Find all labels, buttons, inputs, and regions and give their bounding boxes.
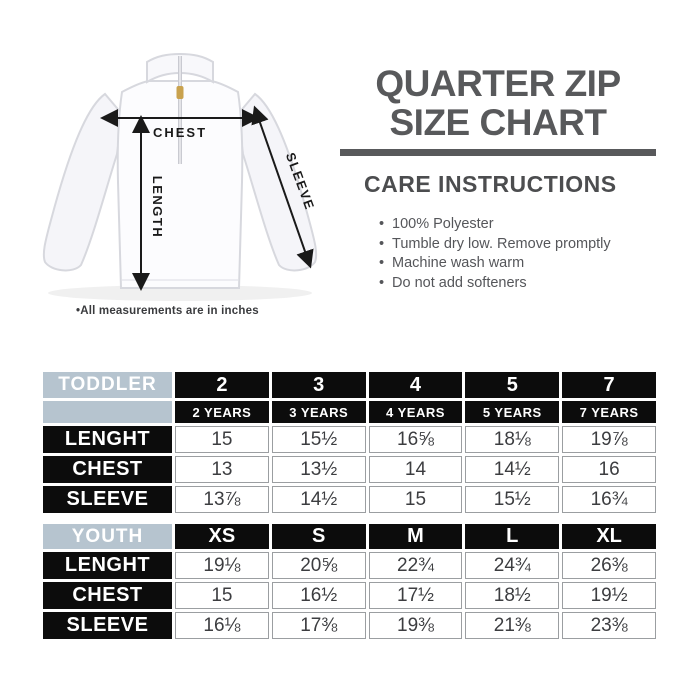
toddler-table-label: TODDLER: [43, 372, 172, 398]
youth-size-header: L: [465, 524, 560, 549]
toddler-row-label: CHEST: [43, 456, 172, 483]
youth-value-cell: 26⅜: [562, 552, 656, 579]
toddler-years-header: 7 YEARS: [562, 401, 656, 423]
toddler-blank-cell: [43, 401, 172, 423]
youth-table-label: YOUTH: [43, 524, 172, 549]
length-label: LENGTH: [150, 176, 165, 238]
chest-label: CHEST: [153, 125, 207, 140]
toddler-years-header: 4 YEARS: [368, 401, 463, 423]
youth-row-label: LENGHT: [43, 552, 172, 579]
page-title-line1: QUARTER ZIP: [375, 63, 621, 104]
toddler-value-cell: 16¾: [562, 486, 656, 513]
toddler-value-cell: 15½: [271, 426, 366, 453]
toddler-size-header: 7: [562, 372, 656, 398]
youth-size-header: M: [368, 524, 463, 549]
toddler-value-cell: 13½: [271, 456, 366, 483]
toddler-value-cell: 14: [368, 456, 463, 483]
youth-value-cell: 16½: [271, 582, 366, 609]
youth-value-cell: 22¾: [368, 552, 463, 579]
jacket-shape: [42, 52, 318, 301]
youth-value-cell: 18½: [465, 582, 560, 609]
youth-row-label: CHEST: [43, 582, 172, 609]
toddler-size-header: 5: [465, 372, 560, 398]
care-instructions-heading: CARE INSTRUCTIONS: [364, 171, 617, 197]
sleeve-arrow: [251, 105, 314, 269]
toddler-value-cell: 14½: [271, 486, 366, 513]
youth-value-cell: 15: [175, 582, 269, 609]
youth-value-cell: 17⅜: [271, 612, 366, 639]
measurements-note: •All measurements are in inches: [76, 305, 259, 317]
toddler-value-cell: 14½: [465, 456, 560, 483]
care-item: Tumble dry low. Remove promptly: [379, 235, 656, 255]
toddler-row-label: LENGHT: [43, 426, 172, 453]
toddler-value-cell: 16: [562, 456, 656, 483]
page-title: QUARTER ZIP SIZE CHART: [340, 64, 656, 142]
youth-size-header: XS: [175, 524, 269, 549]
youth-size-header: XL: [562, 524, 656, 549]
toddler-years-header: 5 YEARS: [465, 401, 560, 423]
toddler-years-header: 3 YEARS: [271, 401, 366, 423]
youth-size-table: YOUTH XS S M L XL LENGHT 19⅛ 20⅝ 22¾ 24¾…: [43, 524, 656, 639]
toddler-size-header: 3: [271, 372, 366, 398]
toddler-value-cell: 13: [175, 456, 269, 483]
zipper-pull: [176, 86, 184, 99]
toddler-value-cell: 15½: [465, 486, 560, 513]
youth-value-cell: 24¾: [465, 552, 560, 579]
youth-size-header: S: [271, 524, 366, 549]
youth-row-label: SLEEVE: [43, 612, 172, 639]
page-title-line2: SIZE CHART: [389, 102, 608, 143]
care-item: Do not add softeners: [379, 274, 656, 294]
youth-value-cell: 19⅛: [175, 552, 269, 579]
youth-value-cell: 19⅜: [368, 612, 463, 639]
care-instructions-list: 100% Polyester Tumble dry low. Remove pr…: [340, 215, 656, 293]
toddler-size-header: 4: [368, 372, 463, 398]
youth-value-cell: 17½: [368, 582, 463, 609]
youth-value-cell: 23⅜: [562, 612, 656, 639]
header-column: QUARTER ZIP SIZE CHART CARE INSTRUCTIONS…: [340, 64, 656, 293]
youth-value-cell: 21⅜: [465, 612, 560, 639]
care-item: 100% Polyester: [379, 215, 656, 235]
title-divider-bar: [340, 149, 656, 156]
youth-value-cell: 16⅛: [175, 612, 269, 639]
toddler-size-header: 2: [175, 372, 269, 398]
care-item: Machine wash warm: [379, 254, 656, 274]
quarter-zip-illustration: CHEST LENGTH SLEEVE: [42, 52, 318, 301]
toddler-value-cell: 13⅞: [175, 486, 269, 513]
toddler-years-header: 2 YEARS: [175, 401, 269, 423]
toddler-value-cell: 19⅞: [562, 426, 656, 453]
youth-value-cell: 19½: [562, 582, 656, 609]
toddler-value-cell: 15: [368, 486, 463, 513]
toddler-size-table: TODDLER 2 3 4 5 7 2 YEARS 3 YEARS 4 YEAR…: [43, 372, 656, 513]
toddler-value-cell: 18⅛: [465, 426, 560, 453]
toddler-value-cell: 15: [175, 426, 269, 453]
youth-value-cell: 20⅝: [271, 552, 366, 579]
toddler-value-cell: 16⅝: [368, 426, 463, 453]
toddler-row-label: SLEEVE: [43, 486, 172, 513]
